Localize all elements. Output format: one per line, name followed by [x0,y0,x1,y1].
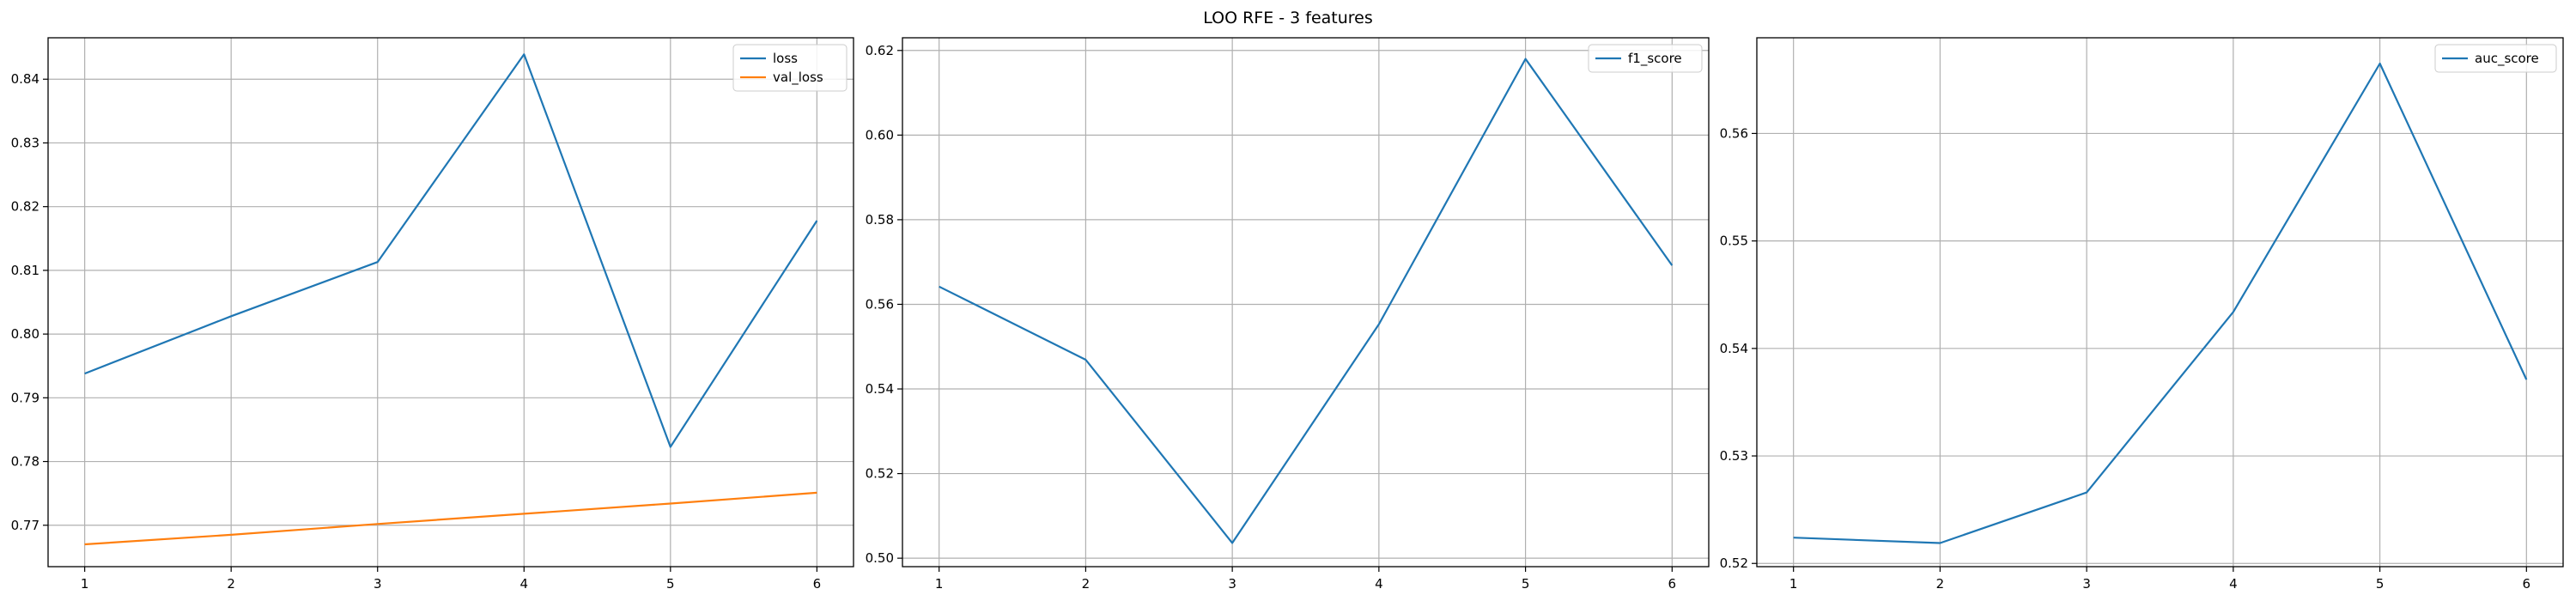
y-tick-label: 0.79 [11,390,39,405]
y-tick-label: 0.54 [866,381,894,397]
x-tick-label: 5 [666,576,675,592]
y-tick-label: 0.77 [11,518,39,533]
y-tick-label: 0.82 [11,199,39,215]
legend-label: loss [773,51,798,66]
y-tick-label: 0.52 [1720,555,1748,571]
x-tick-label: 4 [519,576,528,592]
x-tick-label: 6 [2523,576,2531,592]
x-tick-label: 6 [1668,576,1677,592]
series-line-f1-score [939,58,1674,544]
y-tick-label: 0.53 [1720,448,1748,464]
y-tick-label: 0.78 [11,454,39,470]
legend: loss val_loss [732,44,848,92]
y-tick-label: 0.83 [11,135,39,150]
chart-panel-3: 1 2 3 4 5 6 0.52 0.53 0.54 0.55 0.56 auc_score [1720,37,2564,592]
series-line-auc-score [1793,62,2528,544]
x-tick-label: 4 [2229,576,2238,592]
legend-label: auc_score [2475,51,2539,67]
legend-box [1588,44,1703,73]
y-tick-label: 0.80 [11,326,39,342]
figure-title: LOO RFE - 3 features [1203,9,1373,27]
chart-panel-1: 1 2 3 4 5 6 0.77 0.78 0.79 0.80 0.81 0.82 0.83 0.84 lo… [11,37,854,592]
x-tick-label: 3 [2082,576,2091,592]
axes-frame [1756,37,2564,568]
y-tick-label: 0.54 [1720,341,1748,356]
legend-label: f1_score [1628,51,1682,67]
y-tick-label: 0.56 [866,296,894,312]
x-tick-label: 1 [1789,576,1798,592]
x-tick-label: 5 [2376,576,2385,592]
legend-box [732,44,848,92]
y-tick-label: 0.58 [866,212,894,228]
x-tick-label: 2 [1082,576,1091,592]
legend-box [2434,44,2557,73]
y-tick-label: 0.62 [866,43,894,58]
series-line-val-loss [84,491,817,546]
y-tick-label: 0.50 [866,550,894,566]
x-tick-label: 1 [935,576,944,592]
legend-label: val_loss [773,70,823,86]
chart-panel-2: 1 2 3 4 5 6 0.50 0.52 0.54 0.56 0.58 0.60 0.62 f1_sco… [866,37,1710,592]
legend: f1_score [1588,44,1703,73]
axes-frame [902,37,1710,568]
x-tick-label: 6 [813,576,822,592]
y-tick-label: 0.52 [866,466,894,482]
y-tick-label: 0.56 [1720,125,1748,141]
legend: auc_score [2434,44,2557,73]
x-tick-label: 4 [1375,576,1383,592]
axes-frame [47,37,854,568]
y-tick-label: 0.81 [11,263,39,278]
x-tick-label: 2 [1936,576,1945,592]
y-tick-label: 0.60 [866,127,894,143]
y-tick-label: 0.84 [11,71,39,87]
x-tick-label: 5 [1522,576,1530,592]
series-line-loss [84,53,818,448]
x-tick-label: 1 [81,576,89,592]
x-tick-label: 3 [1228,576,1236,592]
y-tick-label: 0.55 [1720,234,1748,249]
x-tick-label: 2 [227,576,235,592]
x-tick-label: 3 [374,576,382,592]
